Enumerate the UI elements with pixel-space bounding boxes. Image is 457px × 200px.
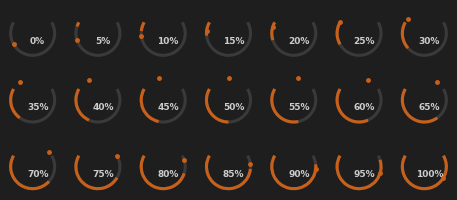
Text: 25%: 25% — [353, 37, 375, 46]
Text: 40%: 40% — [92, 104, 114, 112]
Text: 70%: 70% — [27, 170, 48, 179]
Text: 75%: 75% — [92, 170, 114, 179]
Text: 65%: 65% — [419, 104, 440, 112]
Text: 0%: 0% — [30, 37, 45, 46]
Text: 60%: 60% — [353, 104, 375, 112]
Text: 80%: 80% — [158, 170, 179, 179]
Text: 30%: 30% — [419, 37, 440, 46]
Text: 100%: 100% — [415, 170, 443, 179]
Text: 35%: 35% — [27, 104, 48, 112]
Text: 85%: 85% — [223, 170, 244, 179]
Text: 15%: 15% — [223, 37, 244, 46]
Text: 5%: 5% — [96, 37, 111, 46]
Text: 55%: 55% — [288, 104, 309, 112]
Text: 90%: 90% — [288, 170, 309, 179]
Text: 95%: 95% — [353, 170, 375, 179]
Text: 10%: 10% — [158, 37, 179, 46]
Text: 50%: 50% — [223, 104, 244, 112]
Text: 20%: 20% — [288, 37, 309, 46]
Text: 45%: 45% — [157, 104, 179, 112]
